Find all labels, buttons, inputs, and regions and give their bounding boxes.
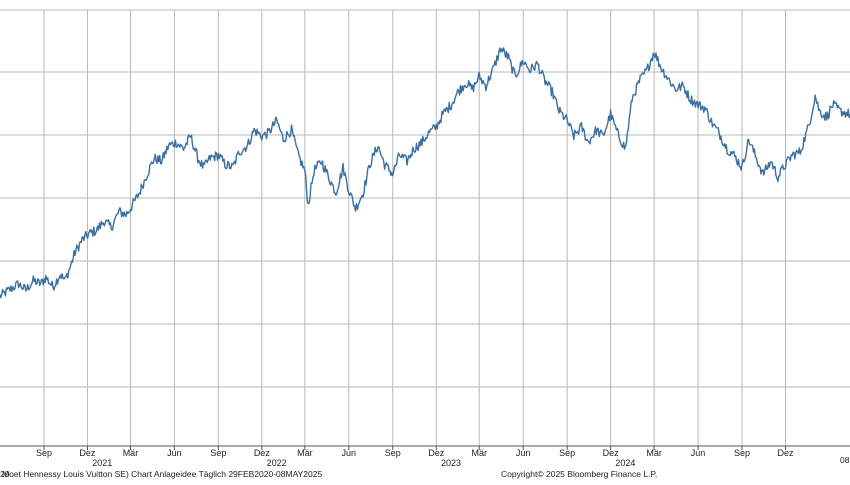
x-tick-label: Dez xyxy=(777,448,794,458)
footer: 20 Moet Hennessy Louis Vuitton SE) Chart… xyxy=(0,455,850,479)
x-year-label: 2024 xyxy=(615,458,635,468)
x-tick-label: Jun xyxy=(167,448,182,458)
x-tick-label: Sep xyxy=(734,448,750,458)
x-axis-labels: Sep Dez Mär Jun Sep Dez Mär Jun Sep Dez Mär Jun Sep D… xyxy=(36,446,794,468)
x-tick-label: Mär xyxy=(297,448,313,458)
x-tick-label: Jun xyxy=(516,448,531,458)
x-tick-label: Dez xyxy=(428,448,445,458)
x-tick-label: Mär xyxy=(471,448,487,458)
series-layer xyxy=(0,48,850,298)
footer-copyright: Copyright© 2025 Bloomberg Finance L.P. xyxy=(501,469,657,479)
x-tick-label: Jun xyxy=(691,448,706,458)
series-line-0 xyxy=(0,48,850,298)
footer-source: Moet Hennessy Louis Vuitton SE) Chart An… xyxy=(2,469,322,479)
x-tick-label: Sep xyxy=(559,448,575,458)
footer-edge-right: 08 xyxy=(840,455,850,465)
x-tick-label: Mär xyxy=(123,448,139,458)
x-tick-label: Mär xyxy=(646,448,662,458)
x-tick-label: Dez xyxy=(79,448,96,458)
grid xyxy=(0,10,850,446)
x-tick-label: Dez xyxy=(254,448,271,458)
x-year-label: 2023 xyxy=(441,458,461,468)
x-tick-label: Sep xyxy=(36,448,52,458)
x-year-label: 2021 xyxy=(92,458,112,468)
x-tick-label: Dez xyxy=(603,448,620,458)
x-year-label: 2022 xyxy=(267,458,287,468)
x-tick-label: Jun xyxy=(342,448,357,458)
x-tick-label: Sep xyxy=(210,448,226,458)
x-tick-label: Sep xyxy=(385,448,401,458)
